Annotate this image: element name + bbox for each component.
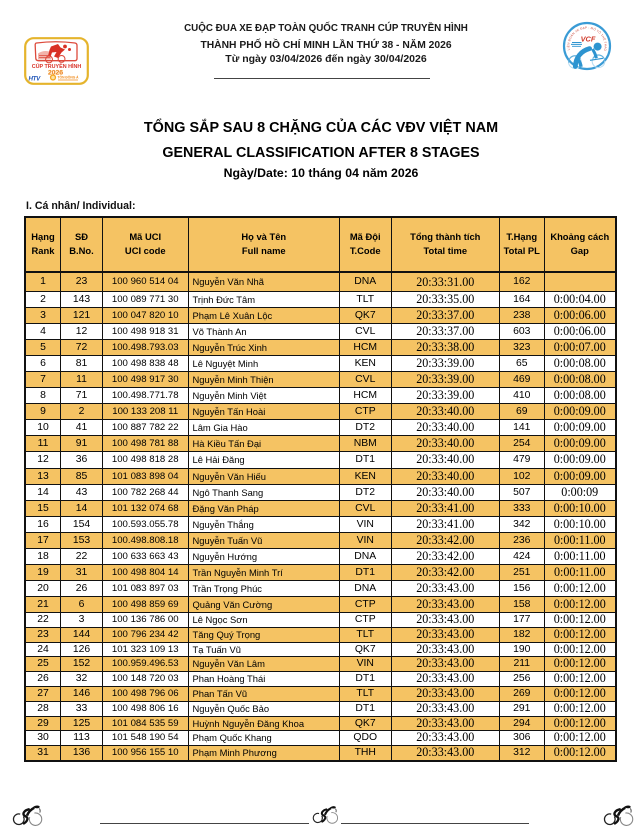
- svg-text:2026: 2026: [48, 70, 63, 77]
- svg-text:TÔN ĐÔNG Á: TÔN ĐÔNG Á: [58, 75, 80, 80]
- svg-text:VCF: VCF: [581, 35, 596, 44]
- svg-text:HTV: HTV: [29, 76, 42, 83]
- svg-text:CÚP TRUYỀN HÌNH: CÚP TRUYỀN HÌNH: [32, 62, 82, 70]
